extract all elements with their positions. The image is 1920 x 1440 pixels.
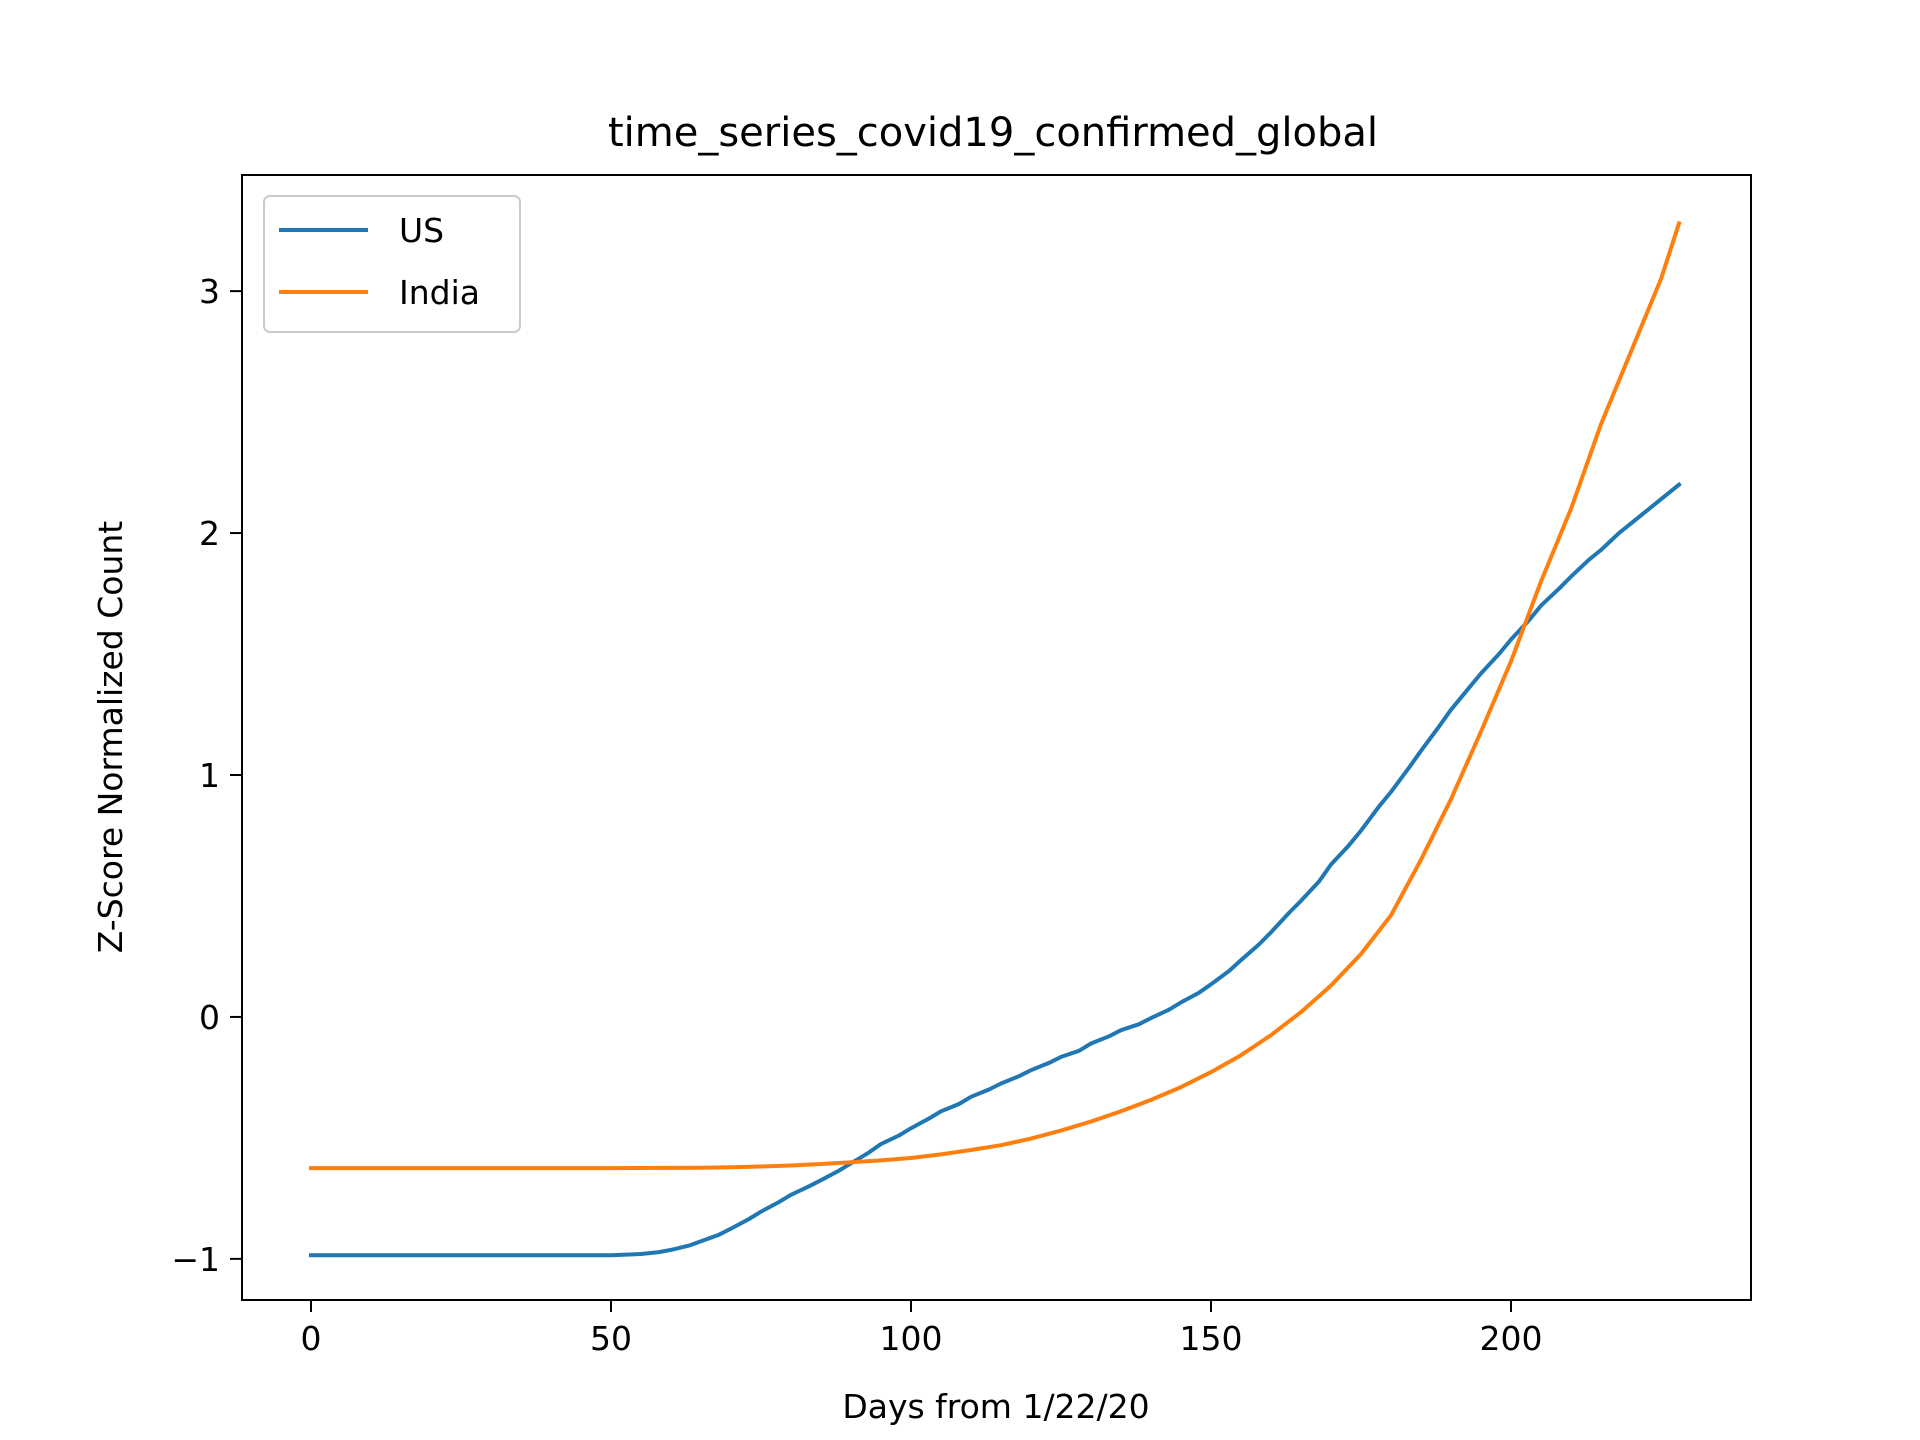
legend-label-us: US — [399, 211, 444, 250]
series-line-us — [309, 481, 1682, 1258]
legend: US India — [263, 195, 521, 333]
legend-label-india: India — [399, 273, 480, 312]
x-axis-label: Days from 1/22/20 — [842, 1387, 1149, 1426]
y-axis-label: Z-Score Normalized Count — [91, 521, 130, 954]
chart-title: time_series_covid19_confirmed_global — [608, 110, 1378, 156]
y-tick-label: −1 — [171, 1240, 220, 1279]
series-line-india — [309, 220, 1682, 1171]
x-tick-label: 100 — [880, 1319, 943, 1358]
y-tick-label: 1 — [199, 756, 220, 795]
x-tick-label: 150 — [1180, 1319, 1243, 1358]
y-tick-label: 0 — [199, 998, 220, 1037]
x-tick-label: 200 — [1480, 1319, 1543, 1358]
y-axis: −1 0 1 2 3 — [171, 272, 242, 1279]
series-layer — [309, 220, 1682, 1258]
y-tick-label: 3 — [199, 272, 220, 311]
y-tick-label: 2 — [199, 514, 220, 553]
x-tick-label: 0 — [301, 1319, 322, 1358]
x-axis: 0 50 100 150 200 — [301, 1300, 1543, 1358]
legend-box — [263, 195, 521, 333]
x-tick-label: 50 — [590, 1319, 632, 1358]
plot-area-frame — [241, 174, 1752, 1301]
